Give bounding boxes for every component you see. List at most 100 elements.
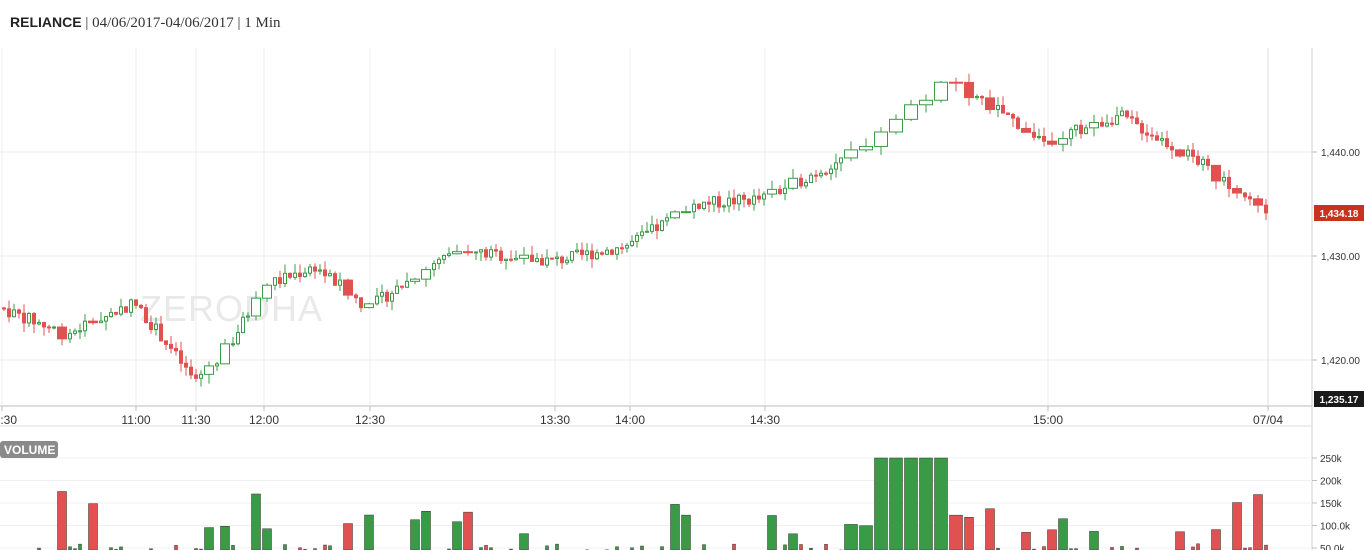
candle-body: [204, 365, 214, 375]
date-range-interval: | 04/06/2017-04/06/2017 | 1 Min: [81, 15, 281, 31]
volume-bar: [204, 527, 214, 550]
candle-body: [159, 323, 163, 342]
volume-bar: [681, 514, 691, 550]
candle-body: [949, 81, 963, 84]
candle-body: [246, 315, 250, 318]
candle-body: [390, 292, 394, 302]
volume-bar: [1074, 548, 1078, 550]
price-tick-label: 1,440.00: [1321, 148, 1360, 159]
candle-body: [570, 251, 574, 261]
candle-body: [22, 312, 26, 324]
volume-bar: [1021, 532, 1031, 550]
volume-bar: [1175, 531, 1185, 550]
candle-body: [1150, 134, 1154, 137]
volume-bar: [519, 533, 529, 550]
volume-bar: [220, 525, 230, 550]
candle-body: [119, 306, 123, 315]
volume-label-badge: [0, 441, 58, 458]
candle-body: [1011, 113, 1015, 119]
volume-bar: [964, 517, 974, 550]
candle-body: [194, 374, 198, 379]
time-axis: 10:30 11:00 11:30 12:00 12:30 13:30 14:00 14:30…: [0, 406, 1283, 427]
candle-body: [174, 347, 178, 352]
volume-bar: [545, 545, 549, 550]
time-tick-label: 10:30: [0, 413, 17, 427]
candle-body: [590, 250, 594, 260]
volume-bar: [1047, 529, 1057, 550]
candle-body: [1001, 104, 1005, 114]
candle-body: [727, 197, 731, 207]
candle-body: [104, 316, 108, 322]
candle-body: [1206, 158, 1210, 166]
candle-body: [1069, 129, 1073, 140]
candle-body: [1021, 127, 1031, 133]
candle-body: [474, 251, 478, 254]
candle-body: [405, 280, 409, 288]
candle-body: [359, 297, 363, 309]
volume-bar: [949, 514, 963, 550]
volume-bar: [1110, 547, 1114, 550]
candle-body: [919, 99, 933, 106]
candle-body: [752, 195, 756, 205]
candle-body: [149, 322, 153, 331]
crosshair-price-badge: [1314, 391, 1364, 407]
volume-bars: [37, 457, 1268, 550]
candle-body: [99, 320, 103, 324]
candle-body: [134, 299, 138, 306]
candle-body: [585, 250, 589, 255]
volume-bar: [1135, 547, 1139, 550]
volume-bar: [1264, 544, 1268, 550]
volume-bar: [615, 546, 619, 550]
time-tick-label: 11:00: [121, 413, 150, 427]
candle-body: [262, 284, 272, 299]
symbol-label: RELIANCE: [10, 14, 82, 30]
candle-body: [323, 269, 327, 277]
candle-body: [1006, 112, 1010, 115]
volume-bar: [732, 543, 736, 550]
volume-bar: [410, 519, 420, 550]
candle-body: [722, 205, 726, 208]
candle-body: [635, 234, 639, 242]
candle-body: [318, 269, 322, 272]
candle-body: [1186, 149, 1190, 157]
volume-bar: [463, 511, 473, 550]
candle-body: [1042, 136, 1046, 142]
candle-body: [799, 177, 803, 187]
candle-body: [144, 307, 148, 324]
candle-body: [975, 95, 979, 99]
candle-body: [545, 257, 549, 266]
candle-body: [889, 118, 903, 133]
candle-body: [251, 297, 261, 317]
volume-tick-label: 200k: [1320, 477, 1343, 488]
candle-body: [114, 311, 118, 315]
candle-body: [504, 258, 508, 261]
volume-bar: [702, 544, 706, 550]
volume-bar: [767, 515, 777, 550]
time-tick-label: 12:30: [355, 413, 385, 427]
candle-body: [620, 247, 624, 250]
watermark: ZERODHA: [140, 288, 323, 329]
candle-body: [809, 174, 813, 184]
candle-body: [308, 266, 312, 274]
volume-bar: [1196, 543, 1200, 550]
candle-body: [283, 272, 287, 284]
candle-body: [129, 299, 133, 313]
candle-body: [783, 187, 787, 194]
candle-body: [964, 81, 974, 99]
candle-body: [1165, 138, 1169, 148]
candle-body: [742, 194, 746, 200]
volume-bar: [262, 528, 272, 550]
candle-body: [1135, 117, 1139, 125]
candle-body: [650, 224, 654, 232]
volume-bar: [996, 547, 1000, 550]
candle-body: [509, 258, 513, 261]
candle-body: [364, 303, 374, 309]
candle-body: [778, 188, 782, 194]
candle-body: [640, 231, 644, 236]
candle-body: [565, 259, 569, 264]
candle-body: [934, 81, 948, 101]
candle-body: [1115, 115, 1119, 125]
candle-body: [241, 316, 245, 334]
candle-body: [1130, 116, 1134, 119]
